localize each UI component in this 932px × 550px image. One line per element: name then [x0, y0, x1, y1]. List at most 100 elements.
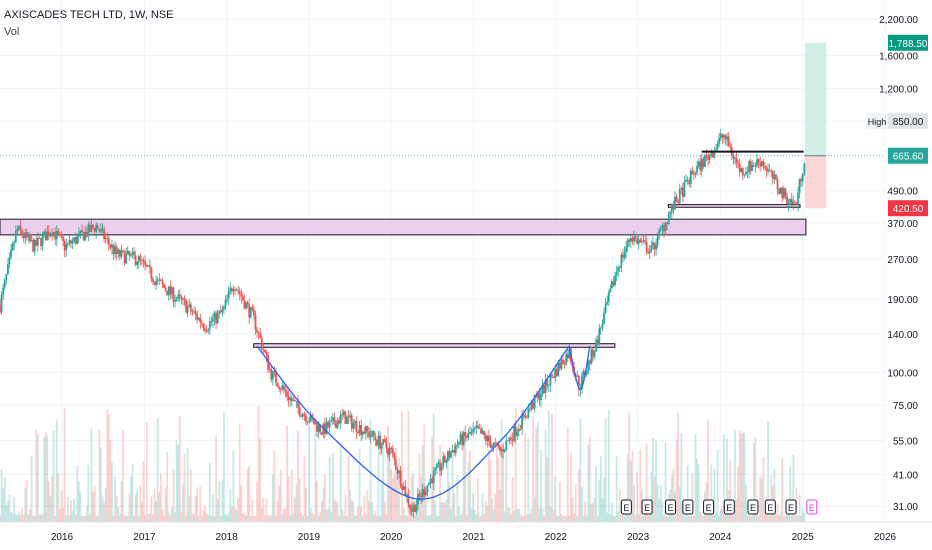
volume-bar — [166, 451, 169, 522]
earnings-marker[interactable] — [747, 499, 759, 515]
volume-bar — [377, 452, 380, 522]
earnings-marker[interactable] — [806, 499, 818, 515]
candle-body — [677, 202, 680, 204]
candle-body — [510, 437, 512, 440]
volume-bar — [442, 502, 445, 522]
earnings-marker[interactable] — [682, 499, 694, 515]
earnings-marker[interactable] — [620, 499, 632, 515]
symbol-title[interactable]: AXISCADES TECH LTD, 1W, NSE — [4, 9, 174, 21]
candle-body — [631, 238, 634, 242]
candle-body — [133, 251, 135, 256]
candle-body — [782, 188, 785, 199]
earnings-marker[interactable] — [785, 499, 797, 515]
volume-bar — [71, 510, 74, 522]
volume-bar — [584, 500, 587, 522]
volume-bar — [96, 516, 99, 522]
candle-body — [598, 328, 601, 345]
candle-body — [538, 393, 541, 401]
candle-body — [470, 431, 473, 434]
candle-body — [434, 468, 437, 471]
candle-body — [153, 281, 156, 285]
earnings-marker-label: E — [685, 503, 691, 513]
candle-body — [46, 231, 49, 241]
volume-bar — [355, 515, 358, 522]
volume-bar — [98, 429, 101, 522]
earnings-marker[interactable] — [665, 499, 677, 515]
price-tick-label: 1,200.00 — [879, 84, 918, 95]
volume-bar — [407, 410, 410, 522]
volume-bar — [101, 495, 104, 522]
price-zone-rectangle[interactable] — [667, 204, 801, 208]
candle-body — [707, 155, 710, 160]
volume-bar — [607, 409, 610, 522]
candle-body — [519, 428, 522, 430]
volume-bar — [316, 480, 318, 522]
stop-loss-zone[interactable] — [804, 155, 827, 209]
resistance-line[interactable] — [0, 150, 885, 157]
candle-body — [715, 149, 717, 151]
candle-body — [568, 348, 571, 359]
volume-bar — [486, 505, 489, 522]
candle-body — [364, 425, 367, 434]
candle-body — [383, 439, 386, 442]
candle-body — [396, 469, 399, 474]
volume-bar — [713, 468, 716, 522]
volume-bar — [88, 514, 91, 522]
candle-body — [301, 414, 304, 417]
long-position-tool[interactable] — [804, 42, 827, 209]
candle-body — [666, 222, 669, 224]
price-axis[interactable] — [885, 0, 932, 550]
volume-bar — [773, 468, 776, 522]
volume-bar — [147, 514, 150, 522]
candle-body — [62, 236, 64, 242]
candle-body — [81, 230, 83, 233]
earnings-marker[interactable] — [703, 499, 715, 515]
volume-indicator-label[interactable]: Vol — [4, 26, 20, 38]
time-tick-label: 2018 — [216, 532, 239, 543]
earnings-marker[interactable] — [723, 499, 735, 515]
candle-body — [511, 439, 514, 441]
earnings-marker[interactable] — [764, 499, 776, 515]
candle-body — [24, 232, 27, 239]
volume-bar — [117, 507, 120, 522]
cup-curve[interactable] — [256, 345, 570, 500]
volume-bar — [136, 488, 139, 522]
candle-body — [298, 407, 301, 416]
candle-body — [735, 157, 738, 163]
price-zone-rectangle[interactable] — [253, 343, 616, 348]
time-axis[interactable] — [0, 522, 932, 550]
candle-body — [243, 300, 246, 309]
volume-bar — [278, 485, 281, 522]
candle-body — [139, 256, 142, 260]
price-zone-rectangle[interactable] — [0, 218, 807, 236]
candle-body — [710, 152, 713, 155]
volume-bar — [469, 450, 471, 522]
support-resistance-zones[interactable] — [0, 204, 807, 348]
earnings-marker[interactable] — [641, 499, 653, 515]
volume-bar — [268, 514, 271, 522]
candle-body — [784, 188, 787, 197]
candle-body — [708, 154, 711, 160]
volume-bar — [494, 493, 497, 522]
volume-bar — [44, 432, 47, 522]
target-zone[interactable] — [804, 42, 827, 156]
cup-and-handle-curve[interactable] — [256, 345, 591, 500]
volume-bar — [792, 454, 795, 522]
candle-body — [413, 505, 416, 512]
volume-bar — [697, 464, 700, 522]
candle-body — [14, 231, 17, 243]
volume-bar — [391, 477, 394, 522]
candle-body — [281, 385, 284, 390]
volume-bar — [243, 514, 246, 522]
handle-curve[interactable] — [568, 345, 591, 391]
candle-body — [768, 169, 771, 171]
candle-body — [316, 422, 318, 432]
candle-body — [406, 494, 408, 497]
candle-body — [300, 415, 303, 417]
candle-body — [21, 230, 23, 236]
candle-body — [325, 421, 328, 435]
candle-body — [562, 359, 564, 364]
